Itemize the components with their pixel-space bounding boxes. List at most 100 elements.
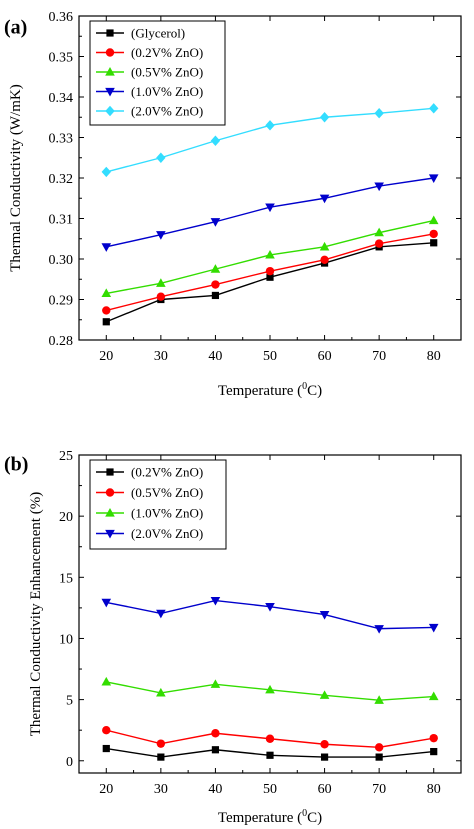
data-point [428,174,439,183]
legend-label: (0.5V% ZnO) [131,65,203,80]
legend-label: (Glycerol) [131,26,185,41]
legend-label: (0.2V% ZnO) [131,45,203,60]
legend-marker [105,67,115,76]
data-point [265,120,275,131]
data-point [102,318,110,326]
data-point [265,603,275,612]
x-axis-title-main: Temperature ( [218,383,302,399]
data-point [101,676,112,686]
data-point [319,194,330,204]
data-point [374,227,384,237]
data-point [210,596,221,606]
data-point [428,623,439,633]
x-tick-label: 30 [154,349,168,364]
y-tick-label: 25 [59,449,73,464]
x-tick-label: 40 [208,782,222,797]
legend-label: (0.2V% ZnO) [131,465,203,480]
legend-marker [105,488,115,497]
x-tick-label: 60 [318,782,332,797]
data-point [320,255,329,265]
data-point [374,182,384,192]
data-point [102,744,110,753]
y-tick-label: 0.32 [49,172,74,187]
data-point [429,229,438,239]
data-point [102,725,111,735]
data-point [374,743,384,752]
x-axis-title-unit: C) [307,810,322,826]
y-tick-label: 10 [59,632,73,647]
data-point [265,249,275,259]
data-point [156,739,166,748]
x-axis-title-unit: C) [307,383,322,399]
data-point [320,753,329,761]
data-point [211,746,220,754]
y-tick-label: 0.35 [49,51,74,66]
legend-marker [106,468,114,476]
data-point [211,291,220,300]
data-point [374,239,384,248]
legend-marker [105,48,115,57]
data-point [319,690,330,699]
data-point [265,734,275,743]
data-point [430,239,438,247]
x-axis-title-superscript: 0 [302,808,307,819]
legend-marker [105,87,115,97]
panel-label: (b) [4,454,28,476]
x-tick-label: 70 [372,782,386,797]
data-point [374,695,384,704]
data-point [101,243,112,252]
x-tick-label: 80 [427,782,441,797]
legend-marker [105,105,115,117]
data-point [319,112,330,123]
legend-marker [105,529,115,539]
x-tick-label: 50 [263,782,277,797]
data-point [210,264,221,273]
legend-marker [106,29,114,37]
legend-label: (2.0V% ZnO) [131,526,203,541]
x-axis-title: Temperature (0C) [218,808,322,826]
x-tick-label: 80 [427,349,441,364]
data-point [265,684,275,694]
y-axis-title: Thermal Conductivity (W/mK) [8,84,24,271]
data-point [266,273,274,281]
y-axis-title: Thermal Conductivity Enhancement (%) [28,492,44,737]
data-point [375,753,383,761]
data-point [266,751,274,759]
data-point [211,729,220,738]
data-point [374,108,384,119]
y-tick-label: 0.34 [49,91,74,106]
y-tick-label: 0.28 [49,334,74,349]
data-point [156,231,166,240]
data-point [319,241,330,251]
data-point [265,203,275,213]
data-point [319,611,330,620]
y-tick-label: 0.31 [49,213,74,228]
data-point [102,306,111,315]
data-point [429,103,439,114]
x-tick-label: 50 [263,349,277,364]
x-tick-label: 20 [99,349,113,364]
legend-label: (0.5V% ZnO) [131,485,203,500]
data-point [210,135,221,146]
data-point [156,609,166,619]
data-point [156,687,166,697]
y-tick-label: 0.36 [49,10,74,25]
x-tick-label: 20 [99,782,113,797]
data-point [428,691,439,701]
data-point [210,218,221,227]
x-tick-label: 40 [208,349,222,364]
x-tick-label: 60 [318,349,332,364]
series-line [106,177,434,248]
data-point [101,288,112,298]
data-point [156,292,166,301]
x-tick-label: 30 [154,782,168,797]
y-tick-label: 0 [66,755,73,770]
legend-marker [105,508,115,517]
data-point [210,679,221,688]
data-point [101,166,111,178]
data-point [320,740,329,749]
x-axis-title-main: Temperature ( [218,810,302,826]
data-point [101,598,112,608]
panel-label: (a) [4,17,27,39]
